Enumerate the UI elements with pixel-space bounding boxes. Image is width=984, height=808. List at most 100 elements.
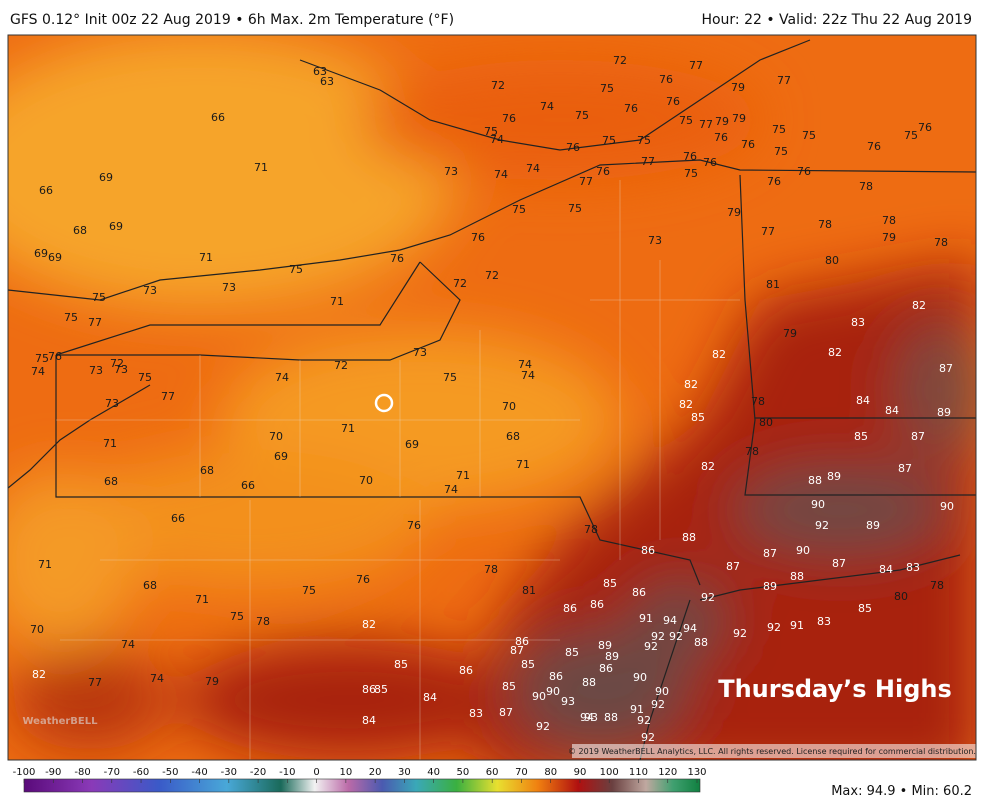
temperature-label: 70 <box>359 474 373 487</box>
temperature-label: 76 <box>767 175 781 188</box>
temperature-label: 86 <box>549 670 563 683</box>
temperature-label: 71 <box>38 558 52 571</box>
temperature-label: 76 <box>624 102 638 115</box>
temperature-label: 76 <box>703 156 717 169</box>
temperature-label: 76 <box>867 140 881 153</box>
temperature-label: 78 <box>484 563 498 576</box>
temperature-label: 89 <box>827 470 841 483</box>
temperature-label: 72 <box>334 359 348 372</box>
temperature-label: 69 <box>99 171 113 184</box>
temperature-label: 86 <box>459 664 473 677</box>
temperature-label: 75 <box>679 114 693 127</box>
temperature-label: 77 <box>579 175 593 188</box>
temperature-label: 74 <box>444 483 458 496</box>
temperature-label: 75 <box>637 134 651 147</box>
temperature-label: 77 <box>161 390 175 403</box>
temperature-label: 75 <box>575 109 589 122</box>
temperature-label: 69 <box>405 438 419 451</box>
temperature-label: 86 <box>599 662 613 675</box>
temperature-label: 74 <box>275 371 289 384</box>
temperature-label: 71 <box>254 161 268 174</box>
temperature-label: 86 <box>590 598 604 611</box>
overlay-title: Thursday’s Highs <box>718 675 952 703</box>
colorbar-tick-label: -80 <box>74 767 90 778</box>
temperature-label: 85 <box>521 658 535 671</box>
temperature-label: 91 <box>630 703 644 716</box>
colorbar-tick-label: -40 <box>191 767 207 778</box>
temperature-label: 92 <box>669 630 683 643</box>
colorbar-tick-label: 40 <box>427 767 440 778</box>
colorbar-tick-label: -60 <box>133 767 149 778</box>
temperature-label: 78 <box>930 579 944 592</box>
colorbar-tick-label: 70 <box>515 767 528 778</box>
borders <box>8 39 976 760</box>
temperature-label: 93 <box>561 695 575 708</box>
temperature-label: 94 <box>663 614 677 627</box>
colorbar-tick-label: 30 <box>398 767 411 778</box>
temperature-label: 80 <box>894 590 908 603</box>
temperature-label: 89 <box>866 519 880 532</box>
temperature-label: 86 <box>362 683 376 696</box>
temperature-label: 68 <box>506 430 520 443</box>
temperature-label: 77 <box>777 74 791 87</box>
temperature-label: 82 <box>684 378 698 391</box>
temperature-label: 91 <box>790 619 804 632</box>
county-lines <box>56 180 740 760</box>
temperature-label: 79 <box>882 231 896 244</box>
temperature-label: 78 <box>745 445 759 458</box>
colorbar-tick-label: 90 <box>574 767 587 778</box>
temperature-label: 76 <box>48 350 62 363</box>
temperature-label: 77 <box>88 316 102 329</box>
temperature-label: 85 <box>394 658 408 671</box>
temperature-label: 93 <box>584 711 598 724</box>
temperature-label: 79 <box>783 327 797 340</box>
temperature-label: 84 <box>885 404 899 417</box>
temperature-label: 73 <box>413 346 427 359</box>
temperature-label: 85 <box>603 577 617 590</box>
temperature-label: 73 <box>648 234 662 247</box>
temperature-label: 75 <box>602 134 616 147</box>
temperature-label: 76 <box>683 150 697 163</box>
temperature-label: 75 <box>443 371 457 384</box>
temperature-label: 84 <box>879 563 893 576</box>
temperature-label: 92 <box>637 714 651 727</box>
temperature-label: 92 <box>767 621 781 634</box>
temperature-label: 79 <box>715 115 729 128</box>
temperature-label: 76 <box>659 73 673 86</box>
temperature-label: 63 <box>320 75 334 88</box>
temperature-label: 82 <box>828 346 842 359</box>
temperature-label: 71 <box>103 437 117 450</box>
temperature-label: 68 <box>73 224 87 237</box>
temperature-label: 88 <box>694 636 708 649</box>
temperature-label: 87 <box>510 644 524 657</box>
footer-stats: Max: 94.9 • Min: 60.2 <box>831 784 972 799</box>
temperature-label: 92 <box>651 630 665 643</box>
temperature-label: 76 <box>356 573 370 586</box>
temperature-label: 77 <box>699 118 713 131</box>
temperature-label: 78 <box>751 395 765 408</box>
temperature-label: 79 <box>731 81 745 94</box>
temperature-label: 74 <box>121 638 135 651</box>
location-marker <box>374 393 394 413</box>
temperature-label: 71 <box>341 422 355 435</box>
temperature-label: 75 <box>512 203 526 216</box>
temperature-label: 72 <box>110 357 124 370</box>
colorbar-tick-label: -90 <box>45 767 61 778</box>
temperature-label: 85 <box>374 683 388 696</box>
temperature-label: 66 <box>241 479 255 492</box>
temperature-label: 75 <box>138 371 152 384</box>
temperature-label: 89 <box>763 580 777 593</box>
temperature-label: 74 <box>150 672 164 685</box>
colorbar-tick-label: -10 <box>279 767 295 778</box>
temperature-label: 70 <box>269 430 283 443</box>
temperature-label: 87 <box>499 706 513 719</box>
temperature-label: 75 <box>484 125 498 138</box>
temperature-label: 87 <box>832 557 846 570</box>
temperature-label: 80 <box>825 254 839 267</box>
temperature-label: 71 <box>516 458 530 471</box>
temperature-label: 85 <box>691 411 705 424</box>
temperature-label: 75 <box>802 129 816 142</box>
temperature-label: 90 <box>940 500 954 513</box>
temperature-label: 74 <box>494 168 508 181</box>
